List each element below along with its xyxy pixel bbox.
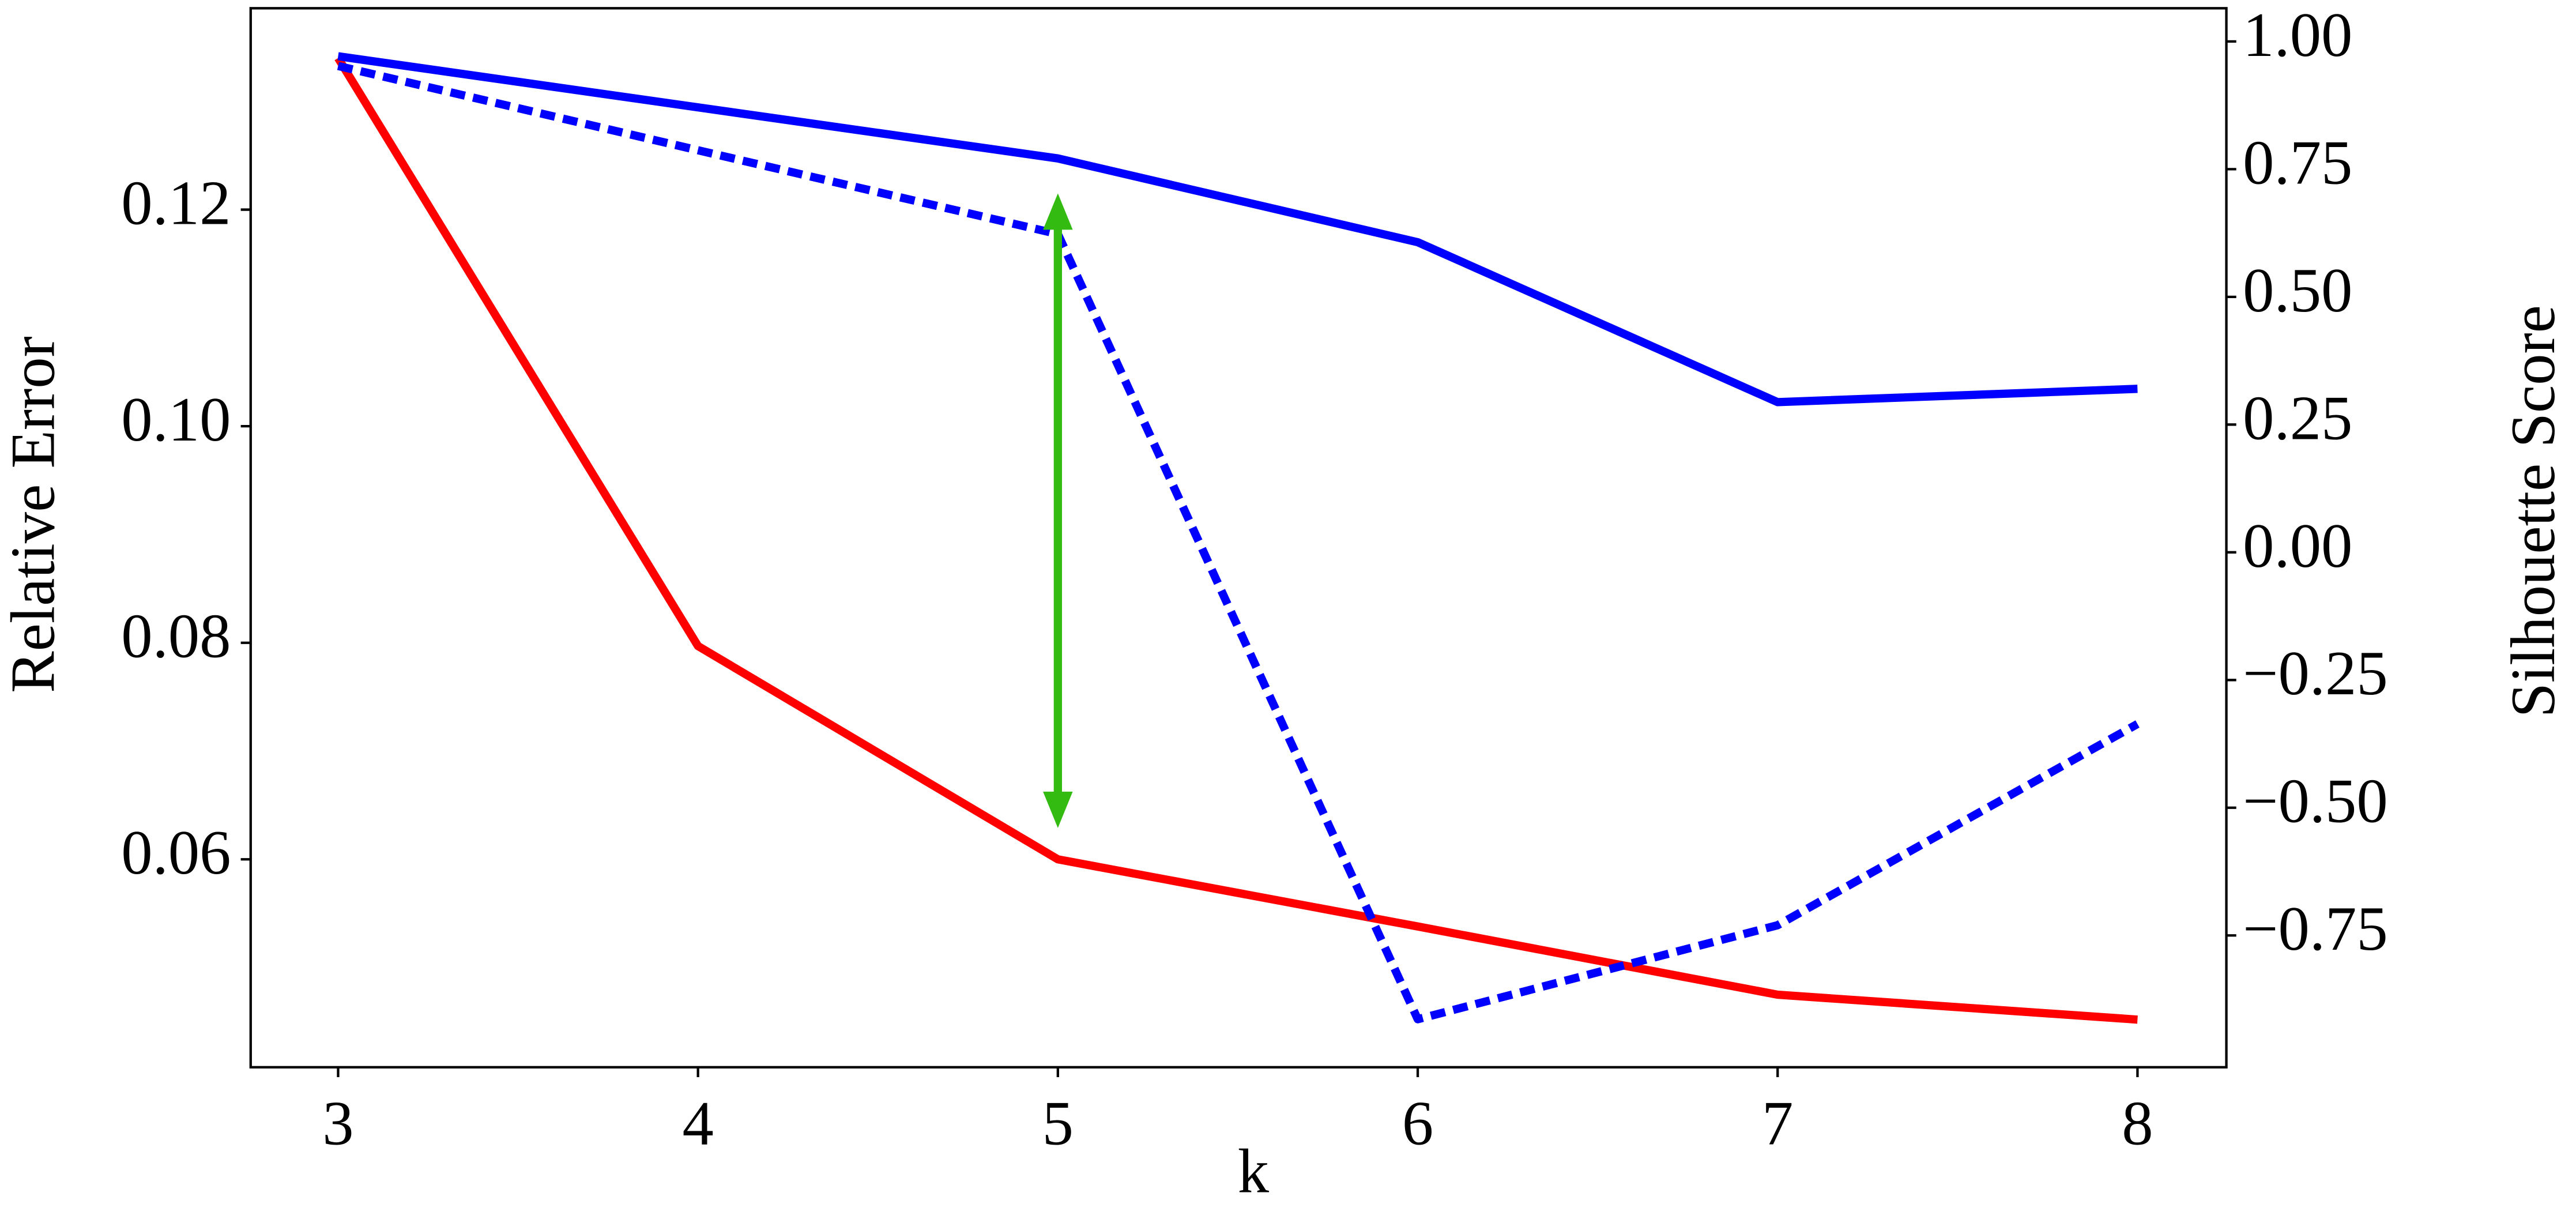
x-tick-label: 8 (2122, 1088, 2153, 1158)
y2-tick-label: −0.50 (2243, 766, 2387, 836)
x-tick-label: 6 (1402, 1088, 1433, 1158)
series-line (337, 52, 2138, 407)
x-axis-label: k (1238, 1136, 1270, 1206)
series-line (337, 62, 2140, 1024)
plot-frame (249, 7, 2228, 1068)
y2-tick-label: 0.50 (2243, 255, 2352, 325)
arrow-head (1043, 791, 1073, 828)
y-tick-label: 0.12 (121, 168, 231, 238)
y2-tick-label: −0.25 (2243, 638, 2387, 708)
y2-tick-label: 0.25 (2243, 383, 2352, 453)
x-tick-label: 5 (1042, 1088, 1074, 1158)
y2-tick-label: 0.75 (2243, 127, 2352, 197)
arrow-head (1043, 193, 1073, 230)
y-axis-label: Relative Error (0, 336, 68, 693)
x-tick-label: 7 (1762, 1088, 1793, 1158)
y-tick-label: 0.06 (121, 818, 231, 887)
y-tick-label: 0.08 (121, 601, 231, 671)
series-line (334, 55, 2138, 1024)
y-tick-label: 0.10 (121, 385, 231, 454)
y2-axis-label: Silhouette Score (2498, 305, 2568, 717)
y2-tick-label: 0.00 (2243, 511, 2352, 581)
y2-tick-label: −0.75 (2243, 894, 2387, 964)
y2-tick-label: 1.00 (2243, 0, 2352, 70)
x-tick-label: 4 (682, 1088, 713, 1158)
x-tick-label: 3 (322, 1088, 353, 1158)
